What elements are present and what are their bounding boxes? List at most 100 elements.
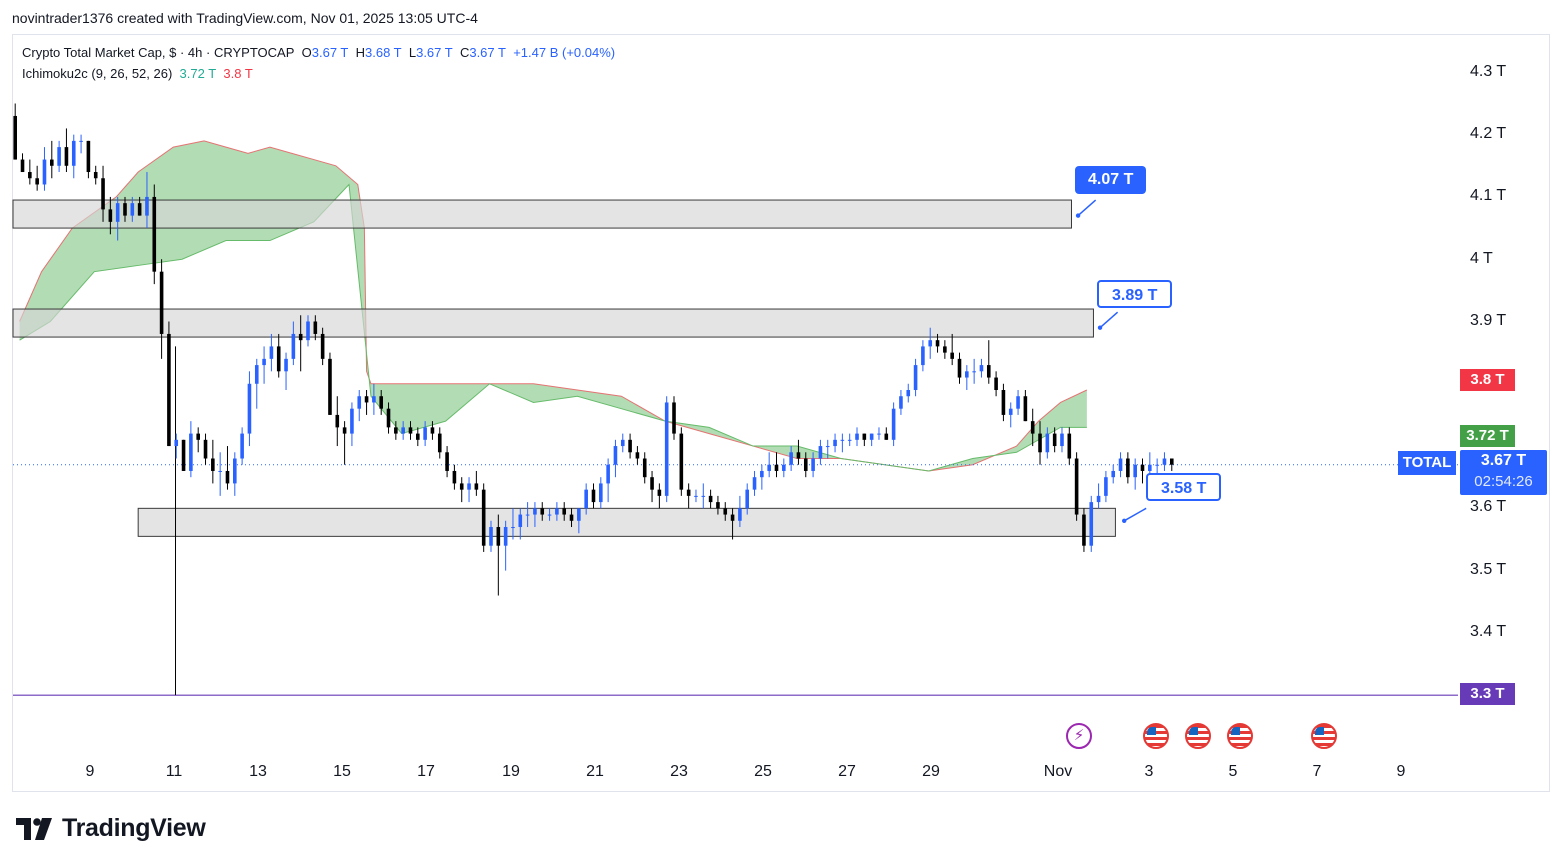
candle-body bbox=[796, 452, 801, 459]
candle-body bbox=[1052, 433, 1057, 447]
candle-body bbox=[130, 203, 135, 216]
candle-body bbox=[357, 396, 362, 409]
symbol-tag: TOTAL bbox=[1398, 451, 1456, 475]
y-tick-label: 4.2 T bbox=[1470, 125, 1507, 142]
candle-body bbox=[789, 452, 793, 465]
candle-body bbox=[547, 514, 552, 516]
candle-body bbox=[1104, 477, 1108, 496]
indicator-title: Ichimoku2c (9, 26, 52, 26) bbox=[22, 66, 173, 81]
candle-body bbox=[599, 483, 603, 503]
candle-body bbox=[408, 427, 413, 434]
candle-body bbox=[774, 464, 779, 471]
price-callout-4-07[interactable]: 4.07 T bbox=[1075, 166, 1147, 194]
indicator-value-2: 3.8 T bbox=[223, 66, 253, 81]
high-label: H bbox=[355, 45, 365, 60]
candle-body bbox=[1008, 408, 1013, 415]
low-label: L bbox=[408, 45, 417, 60]
candle-body bbox=[364, 396, 369, 403]
ichimoku-span-b bbox=[19, 183, 1087, 472]
candle-body bbox=[1016, 396, 1020, 409]
candle-body bbox=[591, 489, 596, 503]
us-flag-icon[interactable] bbox=[1185, 723, 1211, 749]
candle-body bbox=[921, 346, 925, 366]
candle-body bbox=[167, 333, 171, 447]
candle-body bbox=[108, 209, 113, 222]
candle-body bbox=[1096, 495, 1101, 503]
price-callout-3-58[interactable]: 3.58 T bbox=[1146, 473, 1222, 501]
price-zone-3 bbox=[137, 507, 1116, 537]
x-tick-label: 25 bbox=[754, 763, 772, 780]
x-tick-label: 9 bbox=[1396, 763, 1406, 780]
x-tick-label: 29 bbox=[922, 763, 940, 780]
candle-body bbox=[642, 458, 647, 478]
tradingview-logo[interactable]: TradingView bbox=[16, 814, 206, 843]
chart-frame[interactable] bbox=[12, 34, 1550, 792]
candle-body bbox=[928, 340, 933, 347]
candle-body bbox=[481, 489, 486, 546]
candle-body bbox=[818, 446, 823, 459]
candle-body bbox=[1089, 502, 1094, 546]
callout-pointer bbox=[1077, 199, 1097, 217]
candle-body bbox=[1155, 464, 1159, 466]
candle-body bbox=[957, 358, 962, 378]
candle-body bbox=[620, 439, 625, 447]
symbol-title: Crypto Total Market Cap, $ · 4h · CRYPTO… bbox=[22, 45, 295, 60]
candle-body bbox=[1148, 464, 1152, 471]
callout-anchor-dot bbox=[1075, 213, 1081, 218]
candle-body bbox=[313, 321, 318, 334]
candle-body bbox=[203, 439, 208, 459]
indicator-legend[interactable]: Ichimoku2c (9, 26, 52, 26) 3.72 T 3.8 T bbox=[22, 66, 253, 81]
candle-body bbox=[459, 483, 464, 490]
candle-body bbox=[335, 414, 340, 428]
low-value: 3.67 T bbox=[416, 45, 453, 60]
candle-body bbox=[635, 452, 640, 459]
candle-body bbox=[1162, 458, 1167, 465]
candle-body bbox=[569, 514, 574, 521]
candle-body bbox=[869, 433, 874, 440]
candle-body bbox=[840, 439, 845, 441]
us-flag-icon[interactable] bbox=[1143, 723, 1169, 749]
candle-body bbox=[474, 483, 479, 490]
candle-body bbox=[701, 495, 706, 497]
candle-body bbox=[833, 439, 837, 447]
candle-body bbox=[276, 346, 281, 372]
candle-body bbox=[884, 433, 889, 440]
x-tick-label: 7 bbox=[1312, 763, 1322, 780]
price-callout-3-89[interactable]: 3.89 T bbox=[1097, 280, 1173, 308]
close-label: C bbox=[459, 45, 470, 60]
us-flag-icon[interactable] bbox=[1227, 723, 1253, 749]
x-tick-label: 15 bbox=[333, 763, 351, 780]
us-flag-icon[interactable] bbox=[1311, 723, 1337, 749]
candle-body bbox=[767, 464, 771, 471]
candle-body bbox=[979, 365, 984, 372]
candle-body bbox=[13, 115, 17, 160]
candle-body bbox=[738, 508, 742, 521]
candle-body bbox=[145, 196, 149, 216]
x-tick-label: 19 bbox=[502, 763, 520, 780]
ichimoku-red-price-tag: 3.8 T bbox=[1460, 369, 1515, 391]
x-tick-label: Nov bbox=[1043, 763, 1073, 780]
y-tick-label: 4 T bbox=[1470, 250, 1493, 267]
candle-body bbox=[394, 427, 398, 434]
candle-body bbox=[320, 333, 325, 359]
candle-body bbox=[20, 159, 25, 173]
y-tick-label: 4.3 T bbox=[1470, 63, 1507, 80]
candle-body bbox=[1030, 421, 1035, 434]
candle-body bbox=[262, 358, 266, 366]
candle-body bbox=[35, 178, 39, 185]
open-value: 3.67 T bbox=[311, 45, 349, 60]
ichimoku-green-price-tag: 3.72 T bbox=[1460, 425, 1515, 447]
candle-body bbox=[1023, 396, 1028, 422]
candle-body bbox=[760, 470, 764, 478]
candle-body bbox=[123, 203, 127, 216]
candle-body bbox=[152, 196, 157, 272]
candle-body bbox=[291, 333, 296, 359]
lightning-icon[interactable]: ⚡ bbox=[1066, 723, 1092, 749]
y-tick-label: 3.6 T bbox=[1470, 498, 1507, 515]
candle-body bbox=[101, 178, 105, 210]
price-zone-1 bbox=[12, 199, 1072, 229]
candle-body bbox=[1001, 390, 1006, 415]
candle-body bbox=[181, 439, 186, 471]
candle-body bbox=[511, 527, 515, 529]
